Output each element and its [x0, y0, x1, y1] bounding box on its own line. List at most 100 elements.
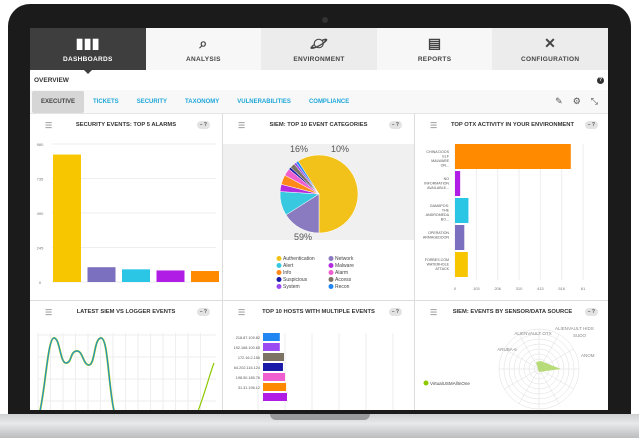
otx-category-label-line: NO [444, 177, 450, 181]
y-tick-label: 735 [37, 177, 44, 182]
radar-spoke [538, 368, 560, 404]
legend-item: VirtualUSMAllInOne [430, 381, 470, 386]
alarm-bar [122, 269, 150, 282]
dashboard-tabs: EXECUTIVE TICKETS SECURITY TAXONOMY VULN… [30, 90, 608, 114]
widget-title: SECURITY EVENTS: TOP 5 ALARMS [75, 122, 177, 128]
otx-category-label-line: MALWARE [431, 159, 449, 163]
widget-controls[interactable]: – ? [584, 308, 598, 316]
otx-category-label-line: ON... [441, 164, 449, 168]
otx-activity-widget: ☰ TOP OTX ACTIVITY IN YOUR ENVIRONMENT – ?… [415, 114, 608, 300]
radar-area [536, 361, 561, 372]
radar-spoke [504, 348, 540, 370]
otx-category-label-line: CHINA DOOS [426, 150, 449, 154]
legend-item: Alarm [335, 270, 348, 276]
nav-configuration[interactable]: ✕ CONFIGURATION [492, 28, 608, 70]
tab-vulnerabilities[interactable]: VULNERABILITIES [237, 98, 291, 105]
tab-security[interactable]: SECURITY [136, 98, 168, 105]
widget-header: ☰ LATEST SIEM VS LOGGER EVENTS – ? [30, 301, 222, 323]
gear-icon[interactable]: ⚙ [572, 96, 581, 106]
legend-item: Recon [335, 284, 350, 290]
host-label: 172.16.2.156 [238, 356, 260, 360]
nav-label: REPORTS [417, 56, 452, 63]
pie-slice-recon [295, 160, 320, 195]
base-notch [270, 414, 370, 420]
otx-category-label-line: INFORMATION [424, 182, 449, 186]
widget-controls[interactable]: – ? [388, 121, 402, 129]
legend-swatch [328, 270, 334, 275]
radar-axis-label: SUDO [573, 333, 587, 338]
chart-canvas: 0 245 490 735 980 [37, 142, 219, 285]
widget-title: TOP OTX ACTIVITY IN YOUR ENVIRONMENT [450, 122, 575, 128]
widget-title: TOP 10 HOSTS WITH MULTIPLE EVENTS [262, 309, 375, 315]
host-bar [263, 343, 280, 351]
siem-logger-widget: ☰ LATEST SIEM VS LOGGER EVENTS – ? [30, 301, 222, 410]
radar-axis-label: ANOM [581, 353, 595, 358]
otx-category-label-line: ELF [442, 155, 449, 159]
widget-controls[interactable]: – ? [196, 121, 210, 129]
tab-taxonomy[interactable]: TAXONOMY [185, 98, 220, 105]
edit-pencil-icon[interactable]: ✎ [555, 96, 563, 106]
legend-item: Info [283, 270, 292, 276]
legend-swatch [328, 277, 334, 282]
otx-category-label-line: ANDROMEDA [426, 213, 450, 217]
host-bar [263, 373, 286, 381]
tab-executive[interactable]: EXECUTIVE [32, 90, 85, 113]
legend-item: Malware [335, 263, 354, 269]
legend-swatch [328, 256, 334, 261]
radar-spoke [504, 368, 540, 390]
radar-spoke [518, 368, 540, 404]
tab-compliance[interactable]: COMPLIANCE [308, 98, 350, 105]
page-title: OVERVIEW [34, 76, 69, 84]
dashboard-tools: ✎ ⚙ ⤡ [555, 96, 598, 107]
x-tick-label: 206 [494, 286, 501, 291]
widget-title: SIEM: TOP 10 EVENT CATEGORIES [269, 122, 368, 128]
menu-icon[interactable]: ☰ [45, 120, 53, 130]
alarm-bar [156, 270, 185, 282]
legend-swatch [276, 284, 282, 289]
fullscreen-icon[interactable]: ⤡ [590, 96, 598, 106]
tab-tickets[interactable]: TICKETS [93, 98, 119, 105]
siem-line [39, 337, 115, 410]
nav-reports[interactable]: ▤ REPORTS [376, 28, 493, 70]
menu-icon[interactable]: ☰ [45, 307, 53, 317]
otx-bar [455, 171, 461, 196]
widget-controls[interactable]: – ? [388, 308, 402, 316]
camera-icon [322, 17, 328, 23]
nav-label: DASHBOARDS [63, 56, 113, 63]
host-bar [263, 383, 287, 391]
menu-icon[interactable]: ☰ [430, 120, 438, 130]
otx-category-label-line: AVAILABLE... [427, 186, 449, 190]
host-bar [263, 353, 284, 361]
menu-icon[interactable]: ☰ [430, 307, 438, 317]
legend-swatch [276, 256, 282, 261]
otx-category-label-line: THE [442, 209, 450, 213]
host-bar [263, 333, 280, 341]
x-tick-label: 103 [473, 286, 480, 291]
nav-environment[interactable]: 🪐︎ ENVIRONMENT [261, 28, 377, 70]
alarm-bar [53, 154, 81, 282]
nav-dashboards[interactable]: ▮▮▮ DASHBOARDS [30, 28, 146, 74]
legend-item: Authentication [283, 256, 315, 262]
main-nav: ▮▮▮ DASHBOARDS ⌕ ANALYSIS 🪐︎ ENVIRONMENT ▤ R… [30, 28, 608, 74]
menu-icon[interactable]: ☰ [238, 120, 246, 130]
nav-analysis[interactable]: ⌕ ANALYSIS [145, 28, 262, 70]
legend-swatch [276, 277, 282, 282]
widget-header: ☰ SIEM: TOP 10 EVENT CATEGORIES – ? [223, 114, 414, 136]
chart-canvas: ALIENVAULT HIDS SUDO ANOM ARUBA-6 ALIENVAULT… [423, 326, 595, 410]
host-label: 31.31.196.12 [238, 386, 260, 390]
legend-swatch [276, 263, 282, 268]
x-tick-label: 310 [516, 286, 523, 291]
alarm-bar [191, 271, 219, 282]
widget-controls[interactable]: – ? [584, 121, 598, 129]
widget-header: ☰ SIEM: EVENTS BY SENSOR/DATA SOURCE – ? [415, 301, 608, 323]
bar-chart-icon: ▮▮▮ [75, 35, 100, 51]
menu-icon[interactable]: ☰ [238, 307, 246, 317]
pie-label: 10% [331, 144, 349, 154]
otx-category-label-line: ARMAGEDDON [423, 236, 450, 240]
widget-controls[interactable]: – ? [196, 308, 210, 316]
host-bar [263, 393, 287, 401]
legend-swatch [328, 284, 334, 289]
otx-bar [455, 225, 465, 250]
help-icon[interactable]: ? [597, 76, 604, 84]
x-tick-label: 0 [454, 286, 457, 291]
